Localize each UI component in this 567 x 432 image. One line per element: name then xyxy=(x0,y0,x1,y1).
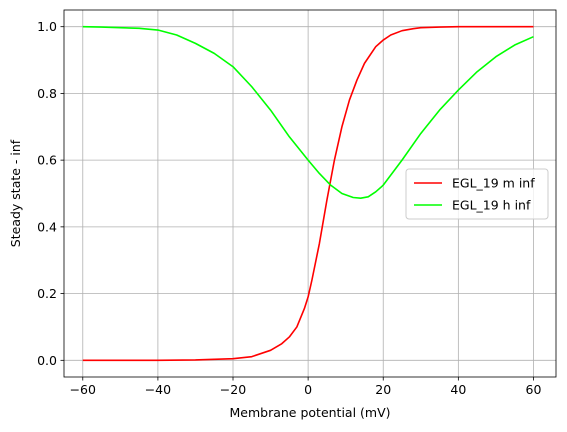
x-tick-label: 40 xyxy=(450,382,466,397)
x-axis-label: Membrane potential (mV) xyxy=(229,405,390,420)
legend-label: EGL_19 h inf xyxy=(452,198,531,213)
x-tick-label: −60 xyxy=(70,382,96,397)
legend-label: EGL_19 m inf xyxy=(452,176,535,191)
legend-box xyxy=(405,168,549,220)
x-tick-label: −20 xyxy=(220,382,246,397)
series-lines xyxy=(82,25,534,362)
y-tick-label: 0.4 xyxy=(37,219,57,234)
legend: EGL_19 m inf EGL_19 h inf xyxy=(405,168,549,220)
y-tick-label: 0.6 xyxy=(37,153,57,168)
x-tick-label: 20 xyxy=(375,382,391,397)
x-tick-label: 60 xyxy=(526,382,542,397)
series-line-2 xyxy=(82,25,534,199)
y-tick-label: 0.8 xyxy=(37,86,57,101)
axis-ticks: −60 −40 −20 0 20 40 60 0.0 0.2 0.4 0.6 0.8 1.0 xyxy=(37,19,541,397)
plot-frame xyxy=(63,9,557,378)
y-tick-label: 1.0 xyxy=(37,19,57,34)
y-axis-label: Steady state - inf xyxy=(8,139,23,247)
series-line-1 xyxy=(82,25,534,362)
y-tick-label: 0.2 xyxy=(37,286,57,301)
x-tick-label: −40 xyxy=(145,382,171,397)
x-tick-label: 0 xyxy=(304,382,312,397)
y-tick-label: 0.0 xyxy=(37,353,57,368)
